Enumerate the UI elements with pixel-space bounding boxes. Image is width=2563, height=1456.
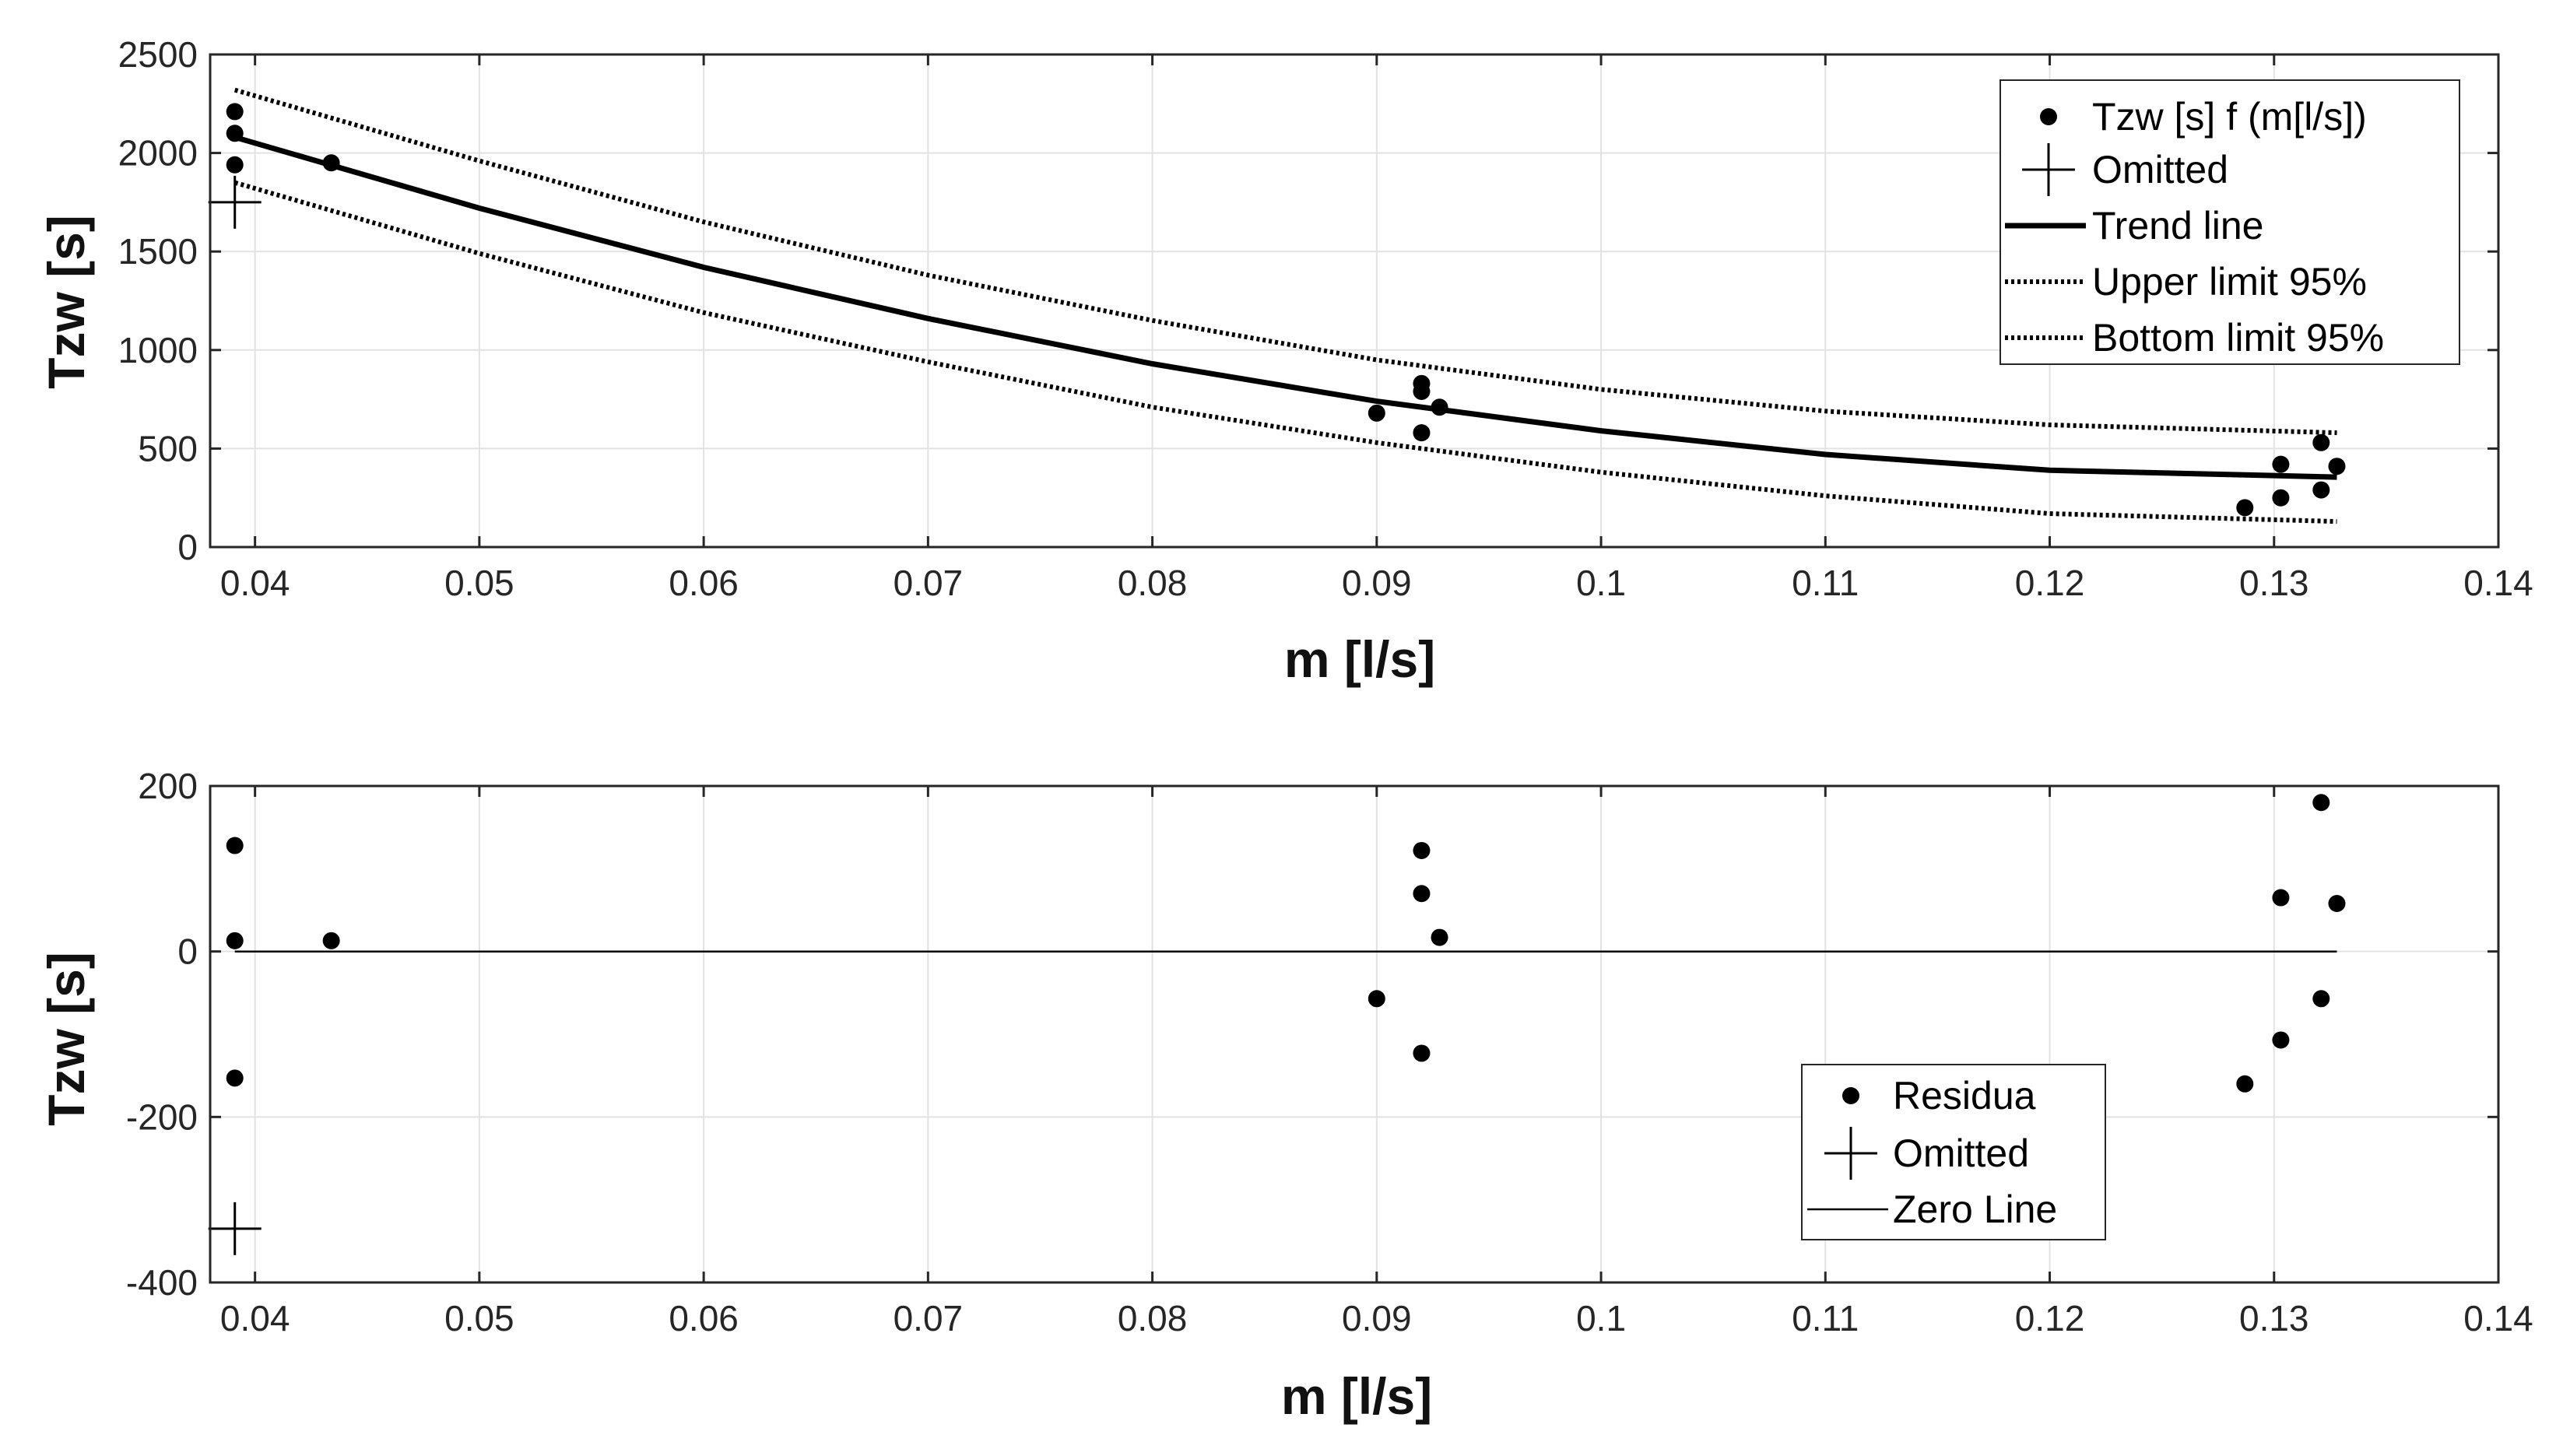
bottom-y-tick-label: -200 [126, 1096, 198, 1137]
top-legend-box [1999, 79, 2460, 365]
legend-label-trend: Trend line [2092, 204, 2263, 247]
top-chart-series [208, 87, 2346, 525]
top-x-tick-label: 0.14 [2463, 563, 2533, 603]
data-point [2236, 499, 2254, 517]
data-point [322, 154, 340, 172]
bottom-chart-axes-box [209, 784, 2500, 1284]
bottom-x-tick-label: 0.09 [1342, 1298, 1412, 1338]
bottom-x-tick-label: 0.14 [2463, 1298, 2533, 1338]
bottom-x-tick-label: 0.05 [444, 1298, 514, 1338]
top-x-tick-label: 0.04 [220, 563, 290, 603]
residua-point [1413, 885, 1431, 903]
residua-point [1413, 1044, 1431, 1062]
residua-point [2236, 1075, 2254, 1093]
top-chart-panel: 0.04 0.05 0.06 0.07 0.08 0.09 0.1 0.11 0.12 0.13 0… [37, 34, 2533, 688]
legend-label-omitted-residua: Omitted [1893, 1131, 2029, 1175]
data-point [2312, 433, 2330, 451]
bottom-y-tick-label: -400 [126, 1262, 198, 1303]
bottom-chart-grid [210, 785, 2499, 1283]
residua-point [226, 1069, 244, 1087]
residua-point [226, 837, 244, 854]
residua-point [226, 931, 244, 949]
top-y-tick-label: 1500 [118, 231, 198, 272]
data-point [1413, 424, 1431, 442]
bottom-x-tick-label: 0.13 [2239, 1298, 2309, 1338]
top-y-tick-label: 0 [177, 527, 198, 567]
top-y-tick-label: 2000 [118, 133, 198, 174]
data-point [2272, 489, 2290, 507]
omitted-points [208, 175, 262, 229]
residua-point [1368, 990, 1385, 1008]
bottom-chart-x-axis-title: m [l/s] [1281, 1367, 1432, 1425]
residua-point [322, 931, 340, 949]
data-point [2312, 481, 2330, 499]
residua-point [2312, 990, 2330, 1008]
bottom-x-tick-label: 0.11 [1792, 1298, 1859, 1338]
legend-label-upper: Upper limit 95% [2092, 260, 2367, 303]
top-y-tick-label: 500 [138, 428, 198, 468]
data-point [226, 103, 244, 121]
legend-marker-omitted-residua [1824, 1127, 1877, 1180]
top-chart-legend: Tzw [s] f (m[l/s]) Omitted Trend line Up… [1999, 79, 2460, 365]
residua-point [2328, 894, 2346, 912]
legend-label-points: Tzw [s] f (m[l/s]) [2092, 95, 2367, 139]
residua-point [2312, 794, 2330, 812]
bottom-chart-legend: Residua Omitted Zero Line [1801, 1064, 2106, 1240]
top-x-tick-label: 0.08 [1118, 563, 1188, 603]
bottom-x-tick-label: 0.06 [669, 1298, 739, 1338]
data-point [226, 125, 244, 142]
top-chart-y-axis-title: Tzw [s] [37, 215, 95, 389]
bottom-y-tick-label: 0 [177, 931, 198, 972]
data-point [1368, 404, 1385, 422]
legend-label-zero: Zero Line [1893, 1188, 2057, 1231]
bottom-x-tick-label: 0.08 [1118, 1298, 1188, 1338]
data-point [226, 156, 244, 174]
top-x-tick-label: 0.09 [1342, 563, 1412, 603]
bottom-chart-y-ticks: -400 -200 0 200 [126, 766, 2498, 1303]
omitted-residua-points [208, 1202, 262, 1255]
legend-marker-omitted [2022, 143, 2075, 196]
bottom-x-tick-label: 0.12 [2015, 1298, 2085, 1338]
top-x-tick-label: 0.11 [1792, 563, 1859, 603]
bottom-limit-line [233, 180, 2337, 525]
data-point [1431, 398, 1448, 416]
top-chart-x-axis-title: m [l/s] [1284, 630, 1435, 688]
bottom-y-tick-label: 200 [138, 766, 198, 806]
residua-point [1431, 928, 1448, 946]
residua-point [1413, 841, 1431, 859]
residua-point [2272, 1031, 2290, 1049]
top-y-tick-label: 2500 [118, 34, 198, 75]
top-x-tick-label: 0.1 [1576, 563, 1626, 603]
top-y-tick-label: 1000 [118, 330, 198, 370]
data-point [1413, 382, 1431, 400]
bottom-x-tick-label: 0.04 [220, 1298, 290, 1338]
top-chart-y-ticks: 0 500 1000 1500 2000 2500 [118, 34, 2498, 567]
upper-limit-line [233, 87, 2337, 436]
trend-line [233, 134, 2337, 480]
legend-marker-points [2040, 108, 2057, 125]
residua-points [226, 794, 2346, 1093]
bottom-chart-x-ticks: 0.04 0.05 0.06 0.07 0.08 0.09 0.1 0.11 0.12 0.13 0… [220, 786, 2533, 1338]
top-x-tick-label: 0.13 [2239, 563, 2309, 603]
bottom-chart-panel: 0.04 0.05 0.06 0.07 0.08 0.09 0.1 0.11 0.12 0.13 0… [37, 766, 2533, 1425]
data-point [2328, 458, 2346, 475]
data-point [2272, 455, 2290, 473]
legend-label-lower: Bottom limit 95% [2092, 316, 2384, 360]
top-chart-x-ticks: 0.04 0.05 0.06 0.07 0.08 0.09 0.1 0.11 0.12 0.13 0… [220, 54, 2533, 603]
bottom-x-tick-label: 0.1 [1576, 1298, 1626, 1338]
legend-label-omitted: Omitted [2092, 148, 2228, 191]
top-chart-axes-box [209, 53, 2500, 549]
legend-marker-residua [1842, 1087, 1859, 1104]
top-x-tick-label: 0.12 [2015, 563, 2085, 603]
residua-point [2272, 889, 2290, 907]
bottom-chart-series [208, 794, 2346, 1255]
top-x-tick-label: 0.07 [894, 563, 964, 603]
data-points [226, 103, 2346, 517]
top-x-tick-label: 0.06 [669, 563, 739, 603]
legend-label-residua: Residua [1893, 1074, 2036, 1117]
bottom-x-tick-label: 0.07 [894, 1298, 964, 1338]
top-x-tick-label: 0.05 [444, 563, 514, 603]
bottom-chart-y-axis-title: Tzw [s] [37, 952, 95, 1126]
